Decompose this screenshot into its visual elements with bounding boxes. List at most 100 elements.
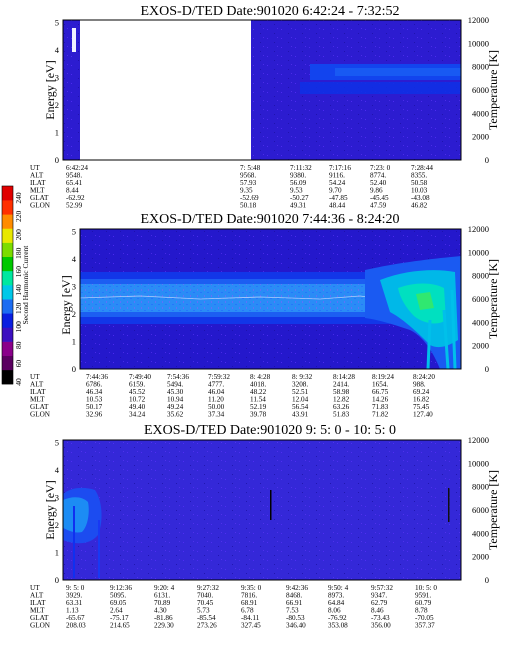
param-value: 57.93 (240, 179, 257, 187)
param-value: 70.89 (154, 599, 171, 607)
param-label: GLAT (30, 614, 49, 622)
panel-1-y2tick: 12000 (468, 15, 489, 25)
param-value: 9568. (240, 172, 256, 180)
param-value: 14.26 (372, 396, 389, 404)
param-label: MLT (30, 396, 45, 404)
panel-3-streak-d (448, 488, 450, 522)
ut-tick-label: 9:50: 4 (328, 584, 349, 592)
param-label: GLON (30, 202, 51, 210)
ut-tick-label: 7:49:40 (129, 373, 151, 381)
panel-1-streak (72, 28, 76, 52)
panel-1-title: EXOS-D/TED Date:901020 6:42:24 - 7:32:52 (141, 4, 400, 19)
param-value: 6.78 (241, 607, 254, 615)
panel-2-y2tick: 8000 (472, 271, 489, 281)
param-value: -62.92 (66, 194, 85, 202)
param-value: 63.31 (66, 599, 83, 607)
param-value: 56.09 (290, 179, 307, 187)
param-value: 127.40 (413, 411, 433, 419)
param-value: 70.45 (197, 599, 214, 607)
colorbar-cell (2, 242, 13, 258)
colorbar-cell (2, 270, 13, 286)
param-value: 10.72 (129, 396, 146, 404)
panel-3-ytick: 3 (55, 493, 59, 503)
ut-tick-label: 10: 5: 0 (415, 584, 437, 592)
panel-1-y2ticks: 0 2000 4000 6000 8000 10000 12000 (468, 15, 489, 165)
panel-1-ytick: 5 (55, 18, 59, 28)
panel-2-title: EXOS-D/TED Date:901020 7:44:36 - 8:24:20 (141, 212, 400, 227)
param-value: 5095. (110, 592, 126, 600)
param-value: 9380. (290, 172, 306, 180)
param-value: 5.73 (197, 607, 210, 615)
panel-1: EXOS-D/TED Date:901020 6:42:24 - 7:32:52… (30, 4, 500, 210)
param-value: 8.44 (66, 187, 79, 195)
panel-1-frame (62, 19, 462, 161)
param-value: 48.22 (250, 388, 267, 396)
panel-3-ylabel: Energy [eV] (43, 480, 57, 539)
panel-3-ytick: 2 (55, 520, 59, 530)
colorbar-cell (2, 327, 13, 342)
panel-1-ytick: 1 (55, 128, 59, 138)
param-value: 35.62 (167, 411, 184, 419)
param-value: 66.75 (372, 388, 389, 396)
param-value: 8774. (370, 172, 386, 180)
param-value: 63.26 (333, 403, 350, 411)
ut-tick-label: 9: 5: 0 (66, 584, 85, 592)
panel-3-y2tick: 0 (485, 575, 489, 585)
param-value: 47.59 (370, 202, 387, 210)
panel-2-ytick: 1 (72, 337, 76, 347)
panel-2-ytick: 0 (72, 364, 76, 374)
panel-2-param-labels: UT ALT ILAT MLT GLAT GLON (30, 373, 51, 419)
param-value: 357.37 (415, 622, 435, 630)
param-value: 9.35 (240, 187, 253, 195)
param-value: 8.46 (371, 607, 384, 615)
panel-3-param-labels: UT ALT ILAT MLT GLAT GLON (30, 584, 51, 630)
param-label: ILAT (30, 388, 46, 396)
colorbar-tick: 100 (14, 321, 23, 333)
panel-1-ylabel: Energy [eV] (43, 60, 57, 119)
param-value: 71.83 (372, 403, 389, 411)
colorbar-cell (2, 200, 13, 215)
param-value: 50.00 (208, 403, 225, 411)
param-value: 10.53 (86, 396, 103, 404)
panel-1-y2tick: 6000 (472, 85, 489, 95)
param-value: -50.27 (290, 194, 309, 202)
param-value: -81.86 (154, 614, 173, 622)
panel-2-ylabel2: Temperature [K] (486, 259, 500, 339)
param-label: GLAT (30, 194, 49, 202)
ut-tick-label: 7:44:36 (86, 373, 108, 381)
panel-2-ytick: 4 (72, 254, 77, 264)
panel-1-y2tick: 0 (485, 155, 489, 165)
param-label: ILAT (30, 599, 46, 607)
panel-3-y2tick: 4000 (472, 528, 489, 538)
param-value: 52.40 (370, 179, 387, 187)
colorbar-cell (2, 186, 13, 201)
param-value: 43.91 (292, 411, 309, 419)
panel-1-ytick: 2 (55, 100, 59, 110)
param-value: -65.67 (66, 614, 85, 622)
param-value: 69.05 (110, 599, 127, 607)
panel-2-y2tick: 12000 (468, 224, 489, 234)
panel-2-peak-line (79, 295, 391, 301)
param-value: 71.82 (372, 411, 389, 419)
param-value: 5494. (167, 381, 183, 389)
param-value: -73.43 (371, 614, 390, 622)
panel-3-frame (62, 439, 462, 581)
param-label: ILAT (30, 179, 46, 187)
param-value: 58.98 (333, 388, 350, 396)
param-value: -80.53 (286, 614, 305, 622)
colorbar-frame (1, 185, 14, 385)
param-value: 46.34 (86, 388, 103, 396)
param-value: 6786. (86, 381, 102, 389)
param-value: 4777. (208, 381, 224, 389)
panel-1-ylabel2: Temperature [K] (486, 50, 500, 130)
param-value: 64.84 (328, 599, 345, 607)
panel-2-ytick: 3 (72, 282, 76, 292)
panel-1-data-gap (80, 20, 251, 160)
ut-tick-label: 9:20: 4 (154, 584, 175, 592)
ut-tick-label: 8: 9:32 (292, 373, 313, 381)
panel-1-y2tick: 2000 (472, 132, 489, 142)
param-value: 12.04 (292, 396, 309, 404)
param-value: 50.17 (86, 403, 103, 411)
